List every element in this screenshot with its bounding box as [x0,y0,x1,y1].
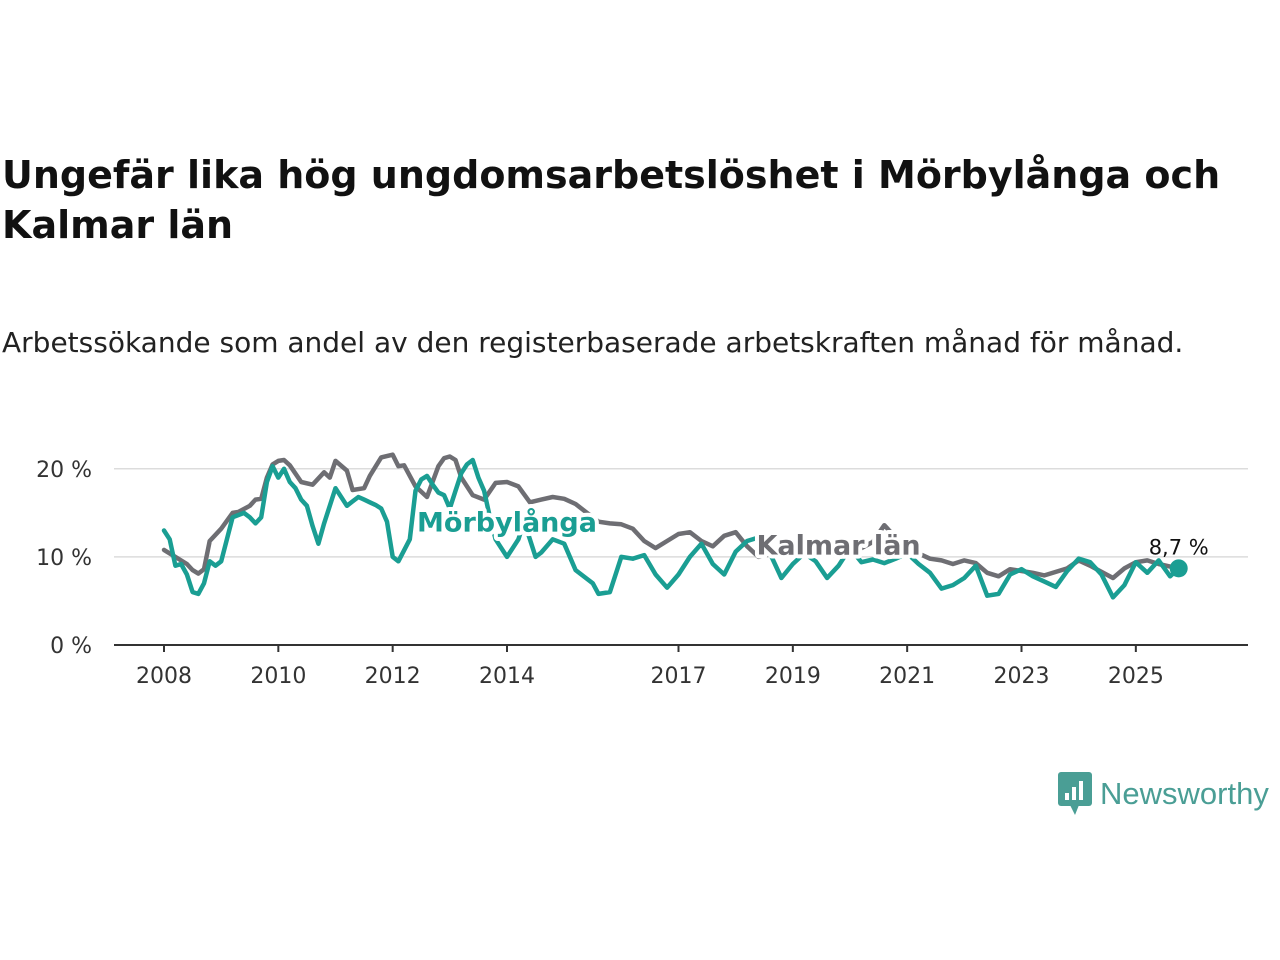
x-tick-label: 2014 [479,664,535,689]
series-lines [161,452,1181,600]
label-morbylanga: Mörbylånga [417,506,597,538]
brand-name: Newsworthy [1100,776,1269,811]
y-tick-label: 10 % [36,546,92,571]
chart-subtitle: Arbetssökande som andel av den registerb… [2,326,1184,359]
label-kalmar-lan: Kalmar län [756,530,920,561]
label-kalmar-lan-halo: Kalmar län [756,530,920,561]
y-tick-label: 20 % [36,458,92,483]
newsworthy-logo: Newsworthy [1058,772,1269,816]
x-tick-label: 2008 [136,664,192,689]
y-tick-label: 0 % [50,634,92,659]
end-value-label: 8,7 % [1149,535,1209,559]
chart-title: Ungefär lika hög ungdomsarbetslöshet i M… [2,153,1221,247]
x-tick-label: 2019 [765,664,821,689]
x-axis-ticks: 2008 2010 2012 2014 2017 2019 2021 2023 2025 [136,645,1164,689]
label-morbylanga-halo: Mörbylånga [417,506,597,538]
series-line-kalmar-l-n [161,452,1181,581]
series-line-m-rbyl-nga [161,457,1181,600]
bar-chart-speech-bubble-icon [1058,772,1092,815]
x-tick-label: 2010 [250,664,306,689]
y-axis-ticks: 0 % 10 % 20 % [36,458,92,659]
end-point-marker [1169,559,1188,578]
grid-lines [114,468,1248,646]
x-tick-label: 2017 [651,664,707,689]
x-tick-label: 2021 [879,664,935,689]
x-tick-label: 2012 [365,664,421,689]
x-tick-label: 2023 [994,664,1050,689]
x-tick-label: 2025 [1108,664,1164,689]
line-chart: 0 % 10 % 20 % 2008 2010 2012 2014 2017 2019 2021… [36,452,1248,689]
